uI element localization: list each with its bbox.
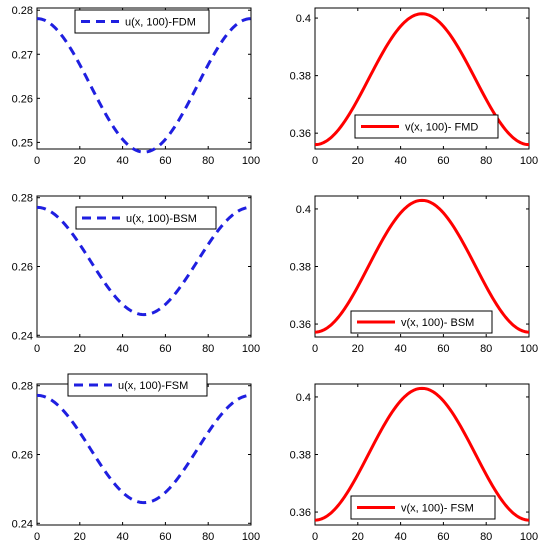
x-tick-label: 20 [74, 155, 86, 167]
x-tick-label: 40 [116, 155, 128, 167]
legend-label: u(x, 100)-FDM [125, 17, 196, 29]
x-tick-label: 40 [394, 155, 406, 167]
legend: v(x, 100)- FSM [350, 495, 496, 520]
x-tick-label: 80 [202, 531, 214, 543]
legend: v(x, 100)- BSM [350, 310, 493, 334]
legend-box [75, 206, 217, 230]
x-tick-label: 60 [159, 155, 171, 167]
legend: u(x, 100)-FDM [74, 9, 210, 34]
series-line [314, 198, 530, 334]
x-tick-label: 60 [159, 343, 171, 355]
y-tick-label: 0.38 [290, 262, 311, 274]
y-tick-label: 0.26 [12, 93, 33, 105]
legend-box [74, 9, 210, 34]
x-tick-label: 40 [116, 343, 128, 355]
legend-box [350, 495, 496, 520]
x-tick-label: 20 [352, 343, 364, 355]
x-tick-label: 20 [74, 343, 86, 355]
y-tick-label: 0.28 [12, 381, 33, 393]
x-tick-label: 0 [34, 531, 40, 543]
x-tick-label: 20 [352, 531, 364, 543]
x-tick-label: 100 [520, 155, 538, 167]
y-tick-label: 0.38 [290, 450, 311, 462]
x-tick-label: 80 [480, 531, 492, 543]
subplot-6: 0 20 40 60 80 100 0.36 0.38 0.4 v(x, 100)- FSM [290, 383, 538, 543]
series-line [314, 12, 530, 147]
x-tick-label: 100 [242, 155, 260, 167]
x-tick-label: 100 [242, 531, 260, 543]
x-tick-label: 60 [437, 531, 449, 543]
legend-label: v(x, 100)- FMD [405, 122, 478, 134]
y-tick-label: 0.36 [290, 507, 311, 519]
y-tick-label: 0.24 [12, 518, 33, 530]
x-tick-label: 80 [202, 155, 214, 167]
x-tick-label: 20 [74, 531, 86, 543]
x-tick-label: 100 [520, 531, 538, 543]
subplot-3: 0 20 40 60 80 100 0.24 0.26 0.28 u(x, 100)-BSM [12, 193, 261, 355]
series-line [314, 386, 530, 522]
x-tick-label: 0 [312, 155, 318, 167]
legend-box [350, 310, 493, 334]
legend: v(x, 100)- FMD [354, 114, 499, 139]
x-tick-label: 60 [437, 155, 449, 167]
y-tick-label: 0.36 [290, 319, 311, 331]
x-tick-label: 80 [202, 343, 214, 355]
y-tick-label: 0.26 [12, 450, 33, 462]
legend: u(x, 100)-BSM [75, 206, 217, 230]
y-tick-label: 0.36 [290, 128, 311, 140]
y-tick-label: 0.25 [12, 137, 33, 149]
x-tick-label: 60 [159, 531, 171, 543]
y-tick-label: 0.27 [12, 49, 33, 61]
series-line [36, 17, 252, 154]
subplot-4: 0 20 40 60 80 100 0.36 0.38 0.4 v(x, 100)- BSM [290, 195, 538, 355]
y-tick-label: 0.24 [12, 330, 33, 342]
x-tick-label: 40 [394, 343, 406, 355]
y-tick-label: 0.28 [12, 193, 33, 205]
subplot-2: 0 20 40 60 80 100 0.36 0.38 0.4 v(x, 100)- FMD [290, 7, 538, 167]
x-tick-label: 100 [520, 343, 538, 355]
series-line [36, 393, 252, 505]
legend-label: u(x, 100)-BSM [126, 213, 197, 225]
legend-box [354, 114, 499, 139]
subplot-5: 0 20 40 60 80 100 0.24 0.26 0.28 u(x, 100)-FSM [12, 373, 260, 543]
x-tick-label: 60 [437, 343, 449, 355]
axes-box [314, 7, 530, 150]
y-tick-label: 0.38 [290, 71, 311, 83]
x-tick-label: 20 [352, 155, 364, 167]
x-tick-label: 100 [242, 343, 260, 355]
x-tick-label: 0 [312, 531, 318, 543]
y-tick-label: 0.4 [296, 204, 311, 216]
y-tick-label: 0.4 [296, 392, 311, 404]
x-tick-label: 0 [312, 343, 318, 355]
subplot-1: 0 20 40 60 80 100 0.25 0.26 0.27 0.28 u(x, 100)-FD… [12, 5, 261, 167]
x-tick-label: 40 [116, 531, 128, 543]
y-tick-label: 0.26 [12, 262, 33, 274]
legend-label: u(x, 100)-FSM [118, 380, 188, 392]
y-tick-label: 0.28 [12, 5, 33, 17]
x-tick-label: 80 [480, 155, 492, 167]
legend: u(x, 100)-FSM [67, 373, 208, 397]
x-tick-label: 0 [34, 155, 40, 167]
legend-box [67, 373, 208, 397]
y-tick-label: 0.4 [296, 13, 311, 25]
legend-label: v(x, 100)- FSM [401, 503, 474, 515]
x-tick-label: 0 [34, 343, 40, 355]
x-tick-label: 80 [480, 343, 492, 355]
x-tick-label: 40 [394, 531, 406, 543]
legend-label: v(x, 100)- BSM [401, 317, 474, 329]
axes-box [36, 7, 252, 150]
series-line [36, 205, 252, 317]
